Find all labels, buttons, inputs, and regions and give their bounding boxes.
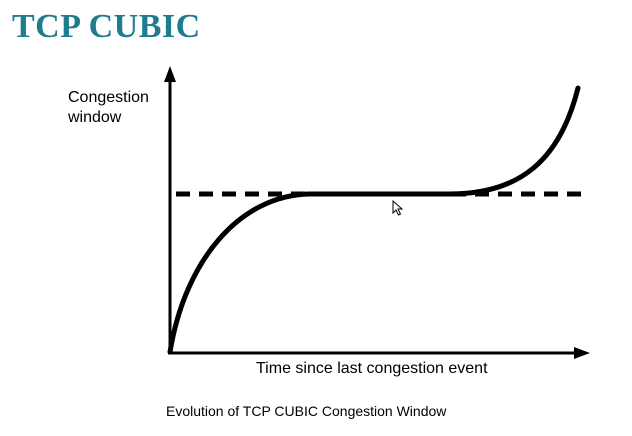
mouse-pointer-icon bbox=[392, 200, 404, 216]
y-axis-label: Congestion window bbox=[68, 89, 149, 126]
figure-caption: Evolution of TCP CUBIC Congestion Window bbox=[166, 403, 447, 419]
slide-title: TCP CUBIC bbox=[12, 8, 201, 45]
x-axis-arrowhead bbox=[574, 347, 590, 359]
cubic-window-curve bbox=[167, 85, 581, 355]
x-axis-label: Time since last congestion event bbox=[256, 360, 488, 377]
y-axis-arrowhead bbox=[164, 66, 176, 82]
